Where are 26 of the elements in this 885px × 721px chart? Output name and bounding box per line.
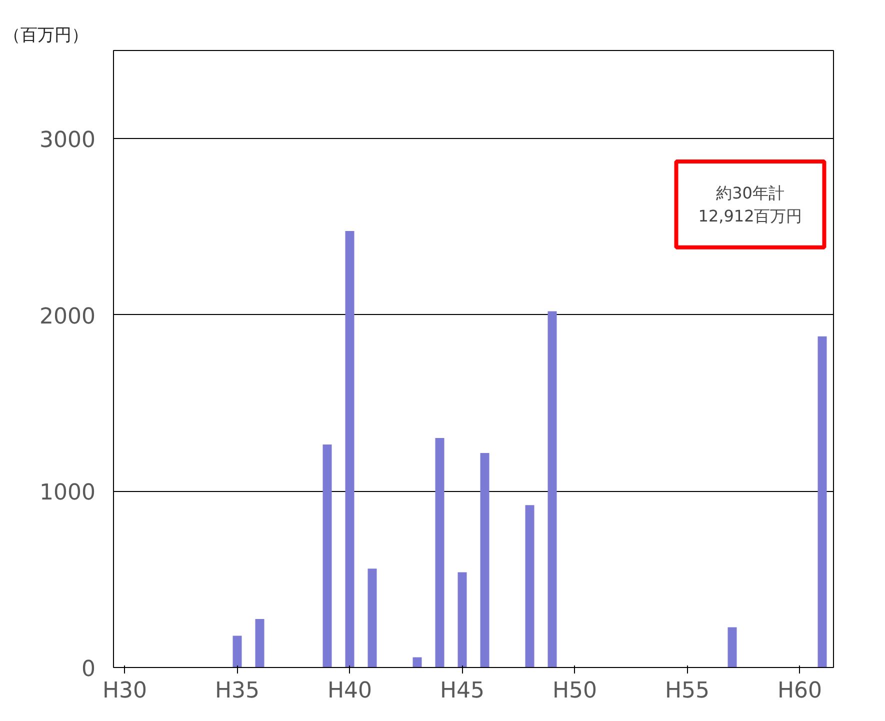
bar <box>255 619 264 668</box>
x-tick-label: H55 <box>664 678 710 704</box>
x-tick-label: H35 <box>214 678 260 704</box>
bar <box>458 572 467 668</box>
x-tick-label: H30 <box>102 678 148 704</box>
bar <box>480 452 490 668</box>
bar <box>435 438 444 668</box>
x-tick-label: H40 <box>327 678 372 704</box>
bar <box>322 444 332 668</box>
bar <box>818 336 827 668</box>
y-tick-label: 0 <box>82 657 96 682</box>
y-tick-label: 2000 <box>40 304 96 330</box>
bar <box>728 627 737 668</box>
y-tick-label: 1000 <box>40 480 96 506</box>
bar <box>232 636 242 668</box>
bar <box>525 505 534 668</box>
bar <box>412 657 422 668</box>
bar <box>548 311 557 668</box>
bar <box>368 568 377 668</box>
x-tick-label: H60 <box>777 678 822 704</box>
y-axis-title: （百万円） <box>4 26 88 46</box>
annotation: 約30年計 12,912百万円 <box>698 184 802 226</box>
bar <box>345 231 354 668</box>
x-tick-label: H50 <box>552 678 598 704</box>
x-tick-label: H45 <box>440 678 485 704</box>
y-tick-label: 3000 <box>40 128 96 154</box>
